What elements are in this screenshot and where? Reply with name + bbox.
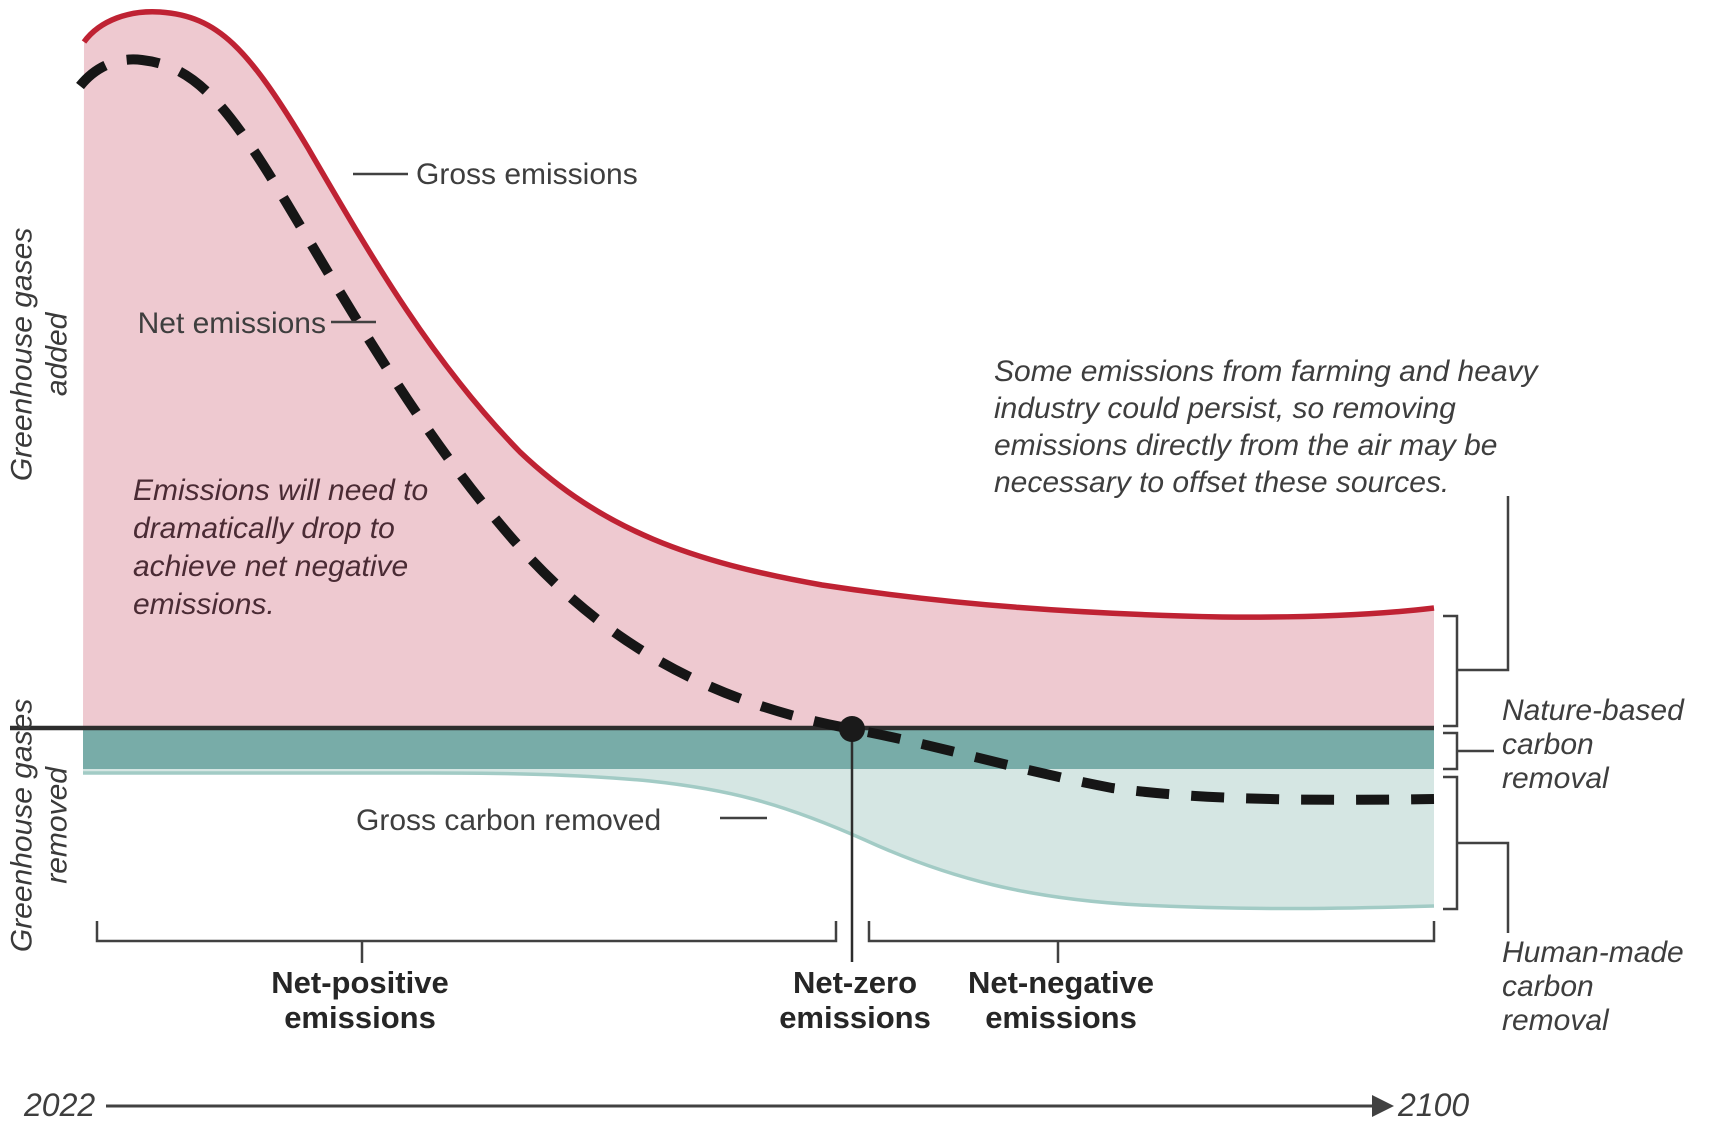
gross-emissions-area: [83, 11, 1434, 728]
residual-emissions-bracket: [1443, 614, 1459, 728]
human-removal-connector: [1457, 841, 1510, 933]
net-positive-bracket: [95, 921, 838, 943]
persist-annotation-connector: [1457, 496, 1510, 672]
annotation-persistent-emissions: Some emissions from farming and heavy in…: [994, 355, 1538, 499]
human-removal-bracket: [1443, 775, 1459, 911]
nature-based-removal-label: Nature-based carbon removal: [1502, 694, 1684, 795]
gross-emissions-label: Gross emissions: [416, 158, 638, 191]
net-emissions-label: Net emissions: [137, 307, 326, 340]
gross-emissions-curve: [81, 9, 1435, 620]
y-axis-label-removed: Greenhouse gases removed: [5, 698, 74, 953]
y-axis-label-added: Greenhouse gases added: [5, 227, 74, 482]
net-negative-emissions-label: Net-negative emissions: [967, 965, 1155, 1035]
net-zero-emissions-label: Net-zero emissions: [779, 965, 931, 1035]
net-emissions-curve: [76, 54, 1435, 805]
annotation-dramatic-drop: Emissions will need to dramatically drop…: [133, 474, 429, 622]
nature-removal-bracket: [1443, 731, 1459, 771]
gross-carbon-removed-curve: [83, 771, 1435, 911]
gross-carbon-removed-label: Gross carbon removed: [356, 804, 662, 837]
x-axis-end-year: 2100: [1398, 1087, 1470, 1123]
x-axis-start-year: 2022: [24, 1087, 96, 1123]
nature-removal-band: [83, 727, 1434, 769]
gross-carbon-removed-area: [83, 769, 1434, 909]
human-made-removal-label: Human-made carbon removal: [1502, 936, 1684, 1037]
net-negative-bracket: [867, 921, 1436, 943]
time-axis-arrowhead-icon: [1372, 1095, 1394, 1117]
net-positive-emissions-label: Net-positive emissions: [271, 965, 449, 1035]
net-zero-dot: [839, 716, 865, 742]
